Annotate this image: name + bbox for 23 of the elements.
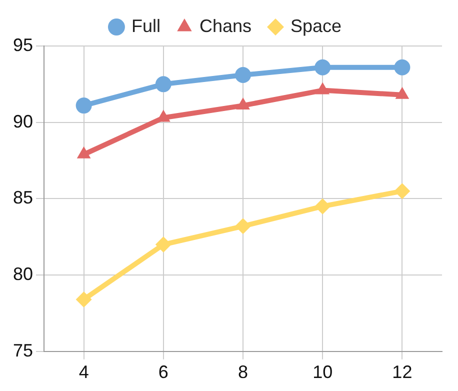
y-tick-label: 95 — [12, 34, 34, 55]
point — [314, 198, 331, 214]
x-tick-label: 10 — [312, 362, 333, 382]
point — [155, 76, 172, 92]
y-tick-label: 90 — [12, 111, 34, 132]
legend-label: Chans — [199, 16, 252, 36]
point — [155, 236, 172, 253]
point — [235, 67, 252, 84]
point — [314, 59, 331, 76]
point — [76, 98, 92, 114]
x-tick-label: 4 — [78, 362, 89, 382]
point — [394, 183, 410, 200]
x-tick-label: 8 — [238, 362, 248, 382]
y-tick-label: 85 — [12, 188, 34, 208]
point — [394, 59, 410, 76]
point — [235, 218, 252, 234]
x-tick-label: 12 — [392, 362, 412, 382]
legend-label: Space — [290, 16, 342, 36]
point — [76, 291, 92, 308]
y-tick-label: 80 — [12, 264, 34, 284]
y-tick-label: 75 — [12, 340, 34, 360]
x-tick-label: 6 — [158, 362, 168, 382]
legend-label: Full — [131, 16, 160, 36]
